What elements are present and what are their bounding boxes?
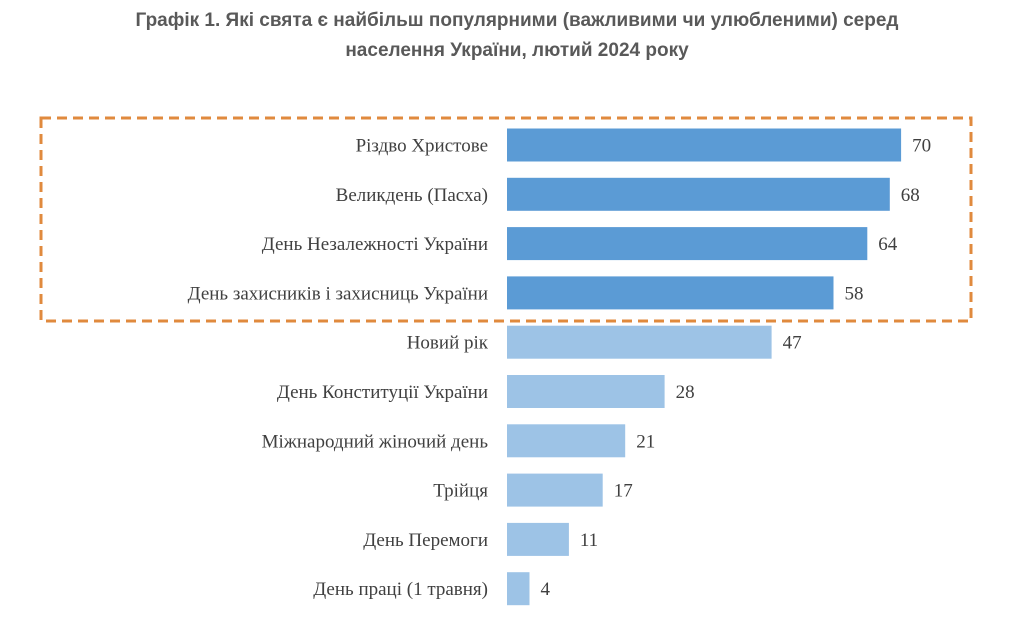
bar-8 [507, 522, 569, 556]
category-label-6: Міжнародний жіночий день [262, 431, 489, 452]
category-label-0: Різдво Христове [356, 136, 488, 157]
value-label-7: 17 [614, 481, 633, 502]
bar-3 [507, 276, 834, 310]
value-label-2: 64 [878, 234, 898, 255]
category-label-4: Новий рік [407, 333, 489, 354]
category-label-1: Великдень (Пасха) [336, 185, 488, 206]
bar-4 [507, 325, 772, 359]
value-label-8: 11 [580, 530, 598, 551]
category-label-9: День праці (1 травня) [313, 579, 488, 600]
value-label-6: 21 [636, 431, 655, 452]
bar-1 [507, 177, 890, 211]
bar-7 [507, 473, 603, 507]
bar-5 [507, 375, 665, 408]
value-label-4: 47 [783, 333, 802, 354]
bar-6 [507, 424, 626, 458]
bar-2 [507, 227, 868, 261]
chart-title: Графік 1. Які свята є найбільш популярни… [0, 6, 1034, 66]
value-label-0: 70 [912, 136, 931, 157]
value-label-5: 28 [676, 382, 695, 403]
category-label-5: День Конституції України [277, 382, 488, 403]
bars-group: Різдво Христове 70 Великдень (Пасха) 68 День… [188, 128, 931, 606]
category-label-2: День Незалежності України [262, 234, 488, 255]
chart-title-line-1: Графік 1. Які свята є найбільш популярни… [135, 10, 899, 31]
category-label-3: День захисників і захисниць України [188, 283, 488, 304]
value-label-9: 4 [541, 579, 551, 600]
highlight-box [39, 116, 973, 323]
category-label-8: День Перемоги [363, 530, 488, 551]
bar-9 [507, 572, 530, 606]
category-label-7: Трійця [433, 481, 488, 502]
chart-title-line-2: населення України, лютий 2024 року [345, 40, 689, 61]
value-label-3: 58 [845, 283, 864, 304]
value-label-1: 68 [901, 185, 920, 206]
bar-0 [507, 128, 902, 162]
